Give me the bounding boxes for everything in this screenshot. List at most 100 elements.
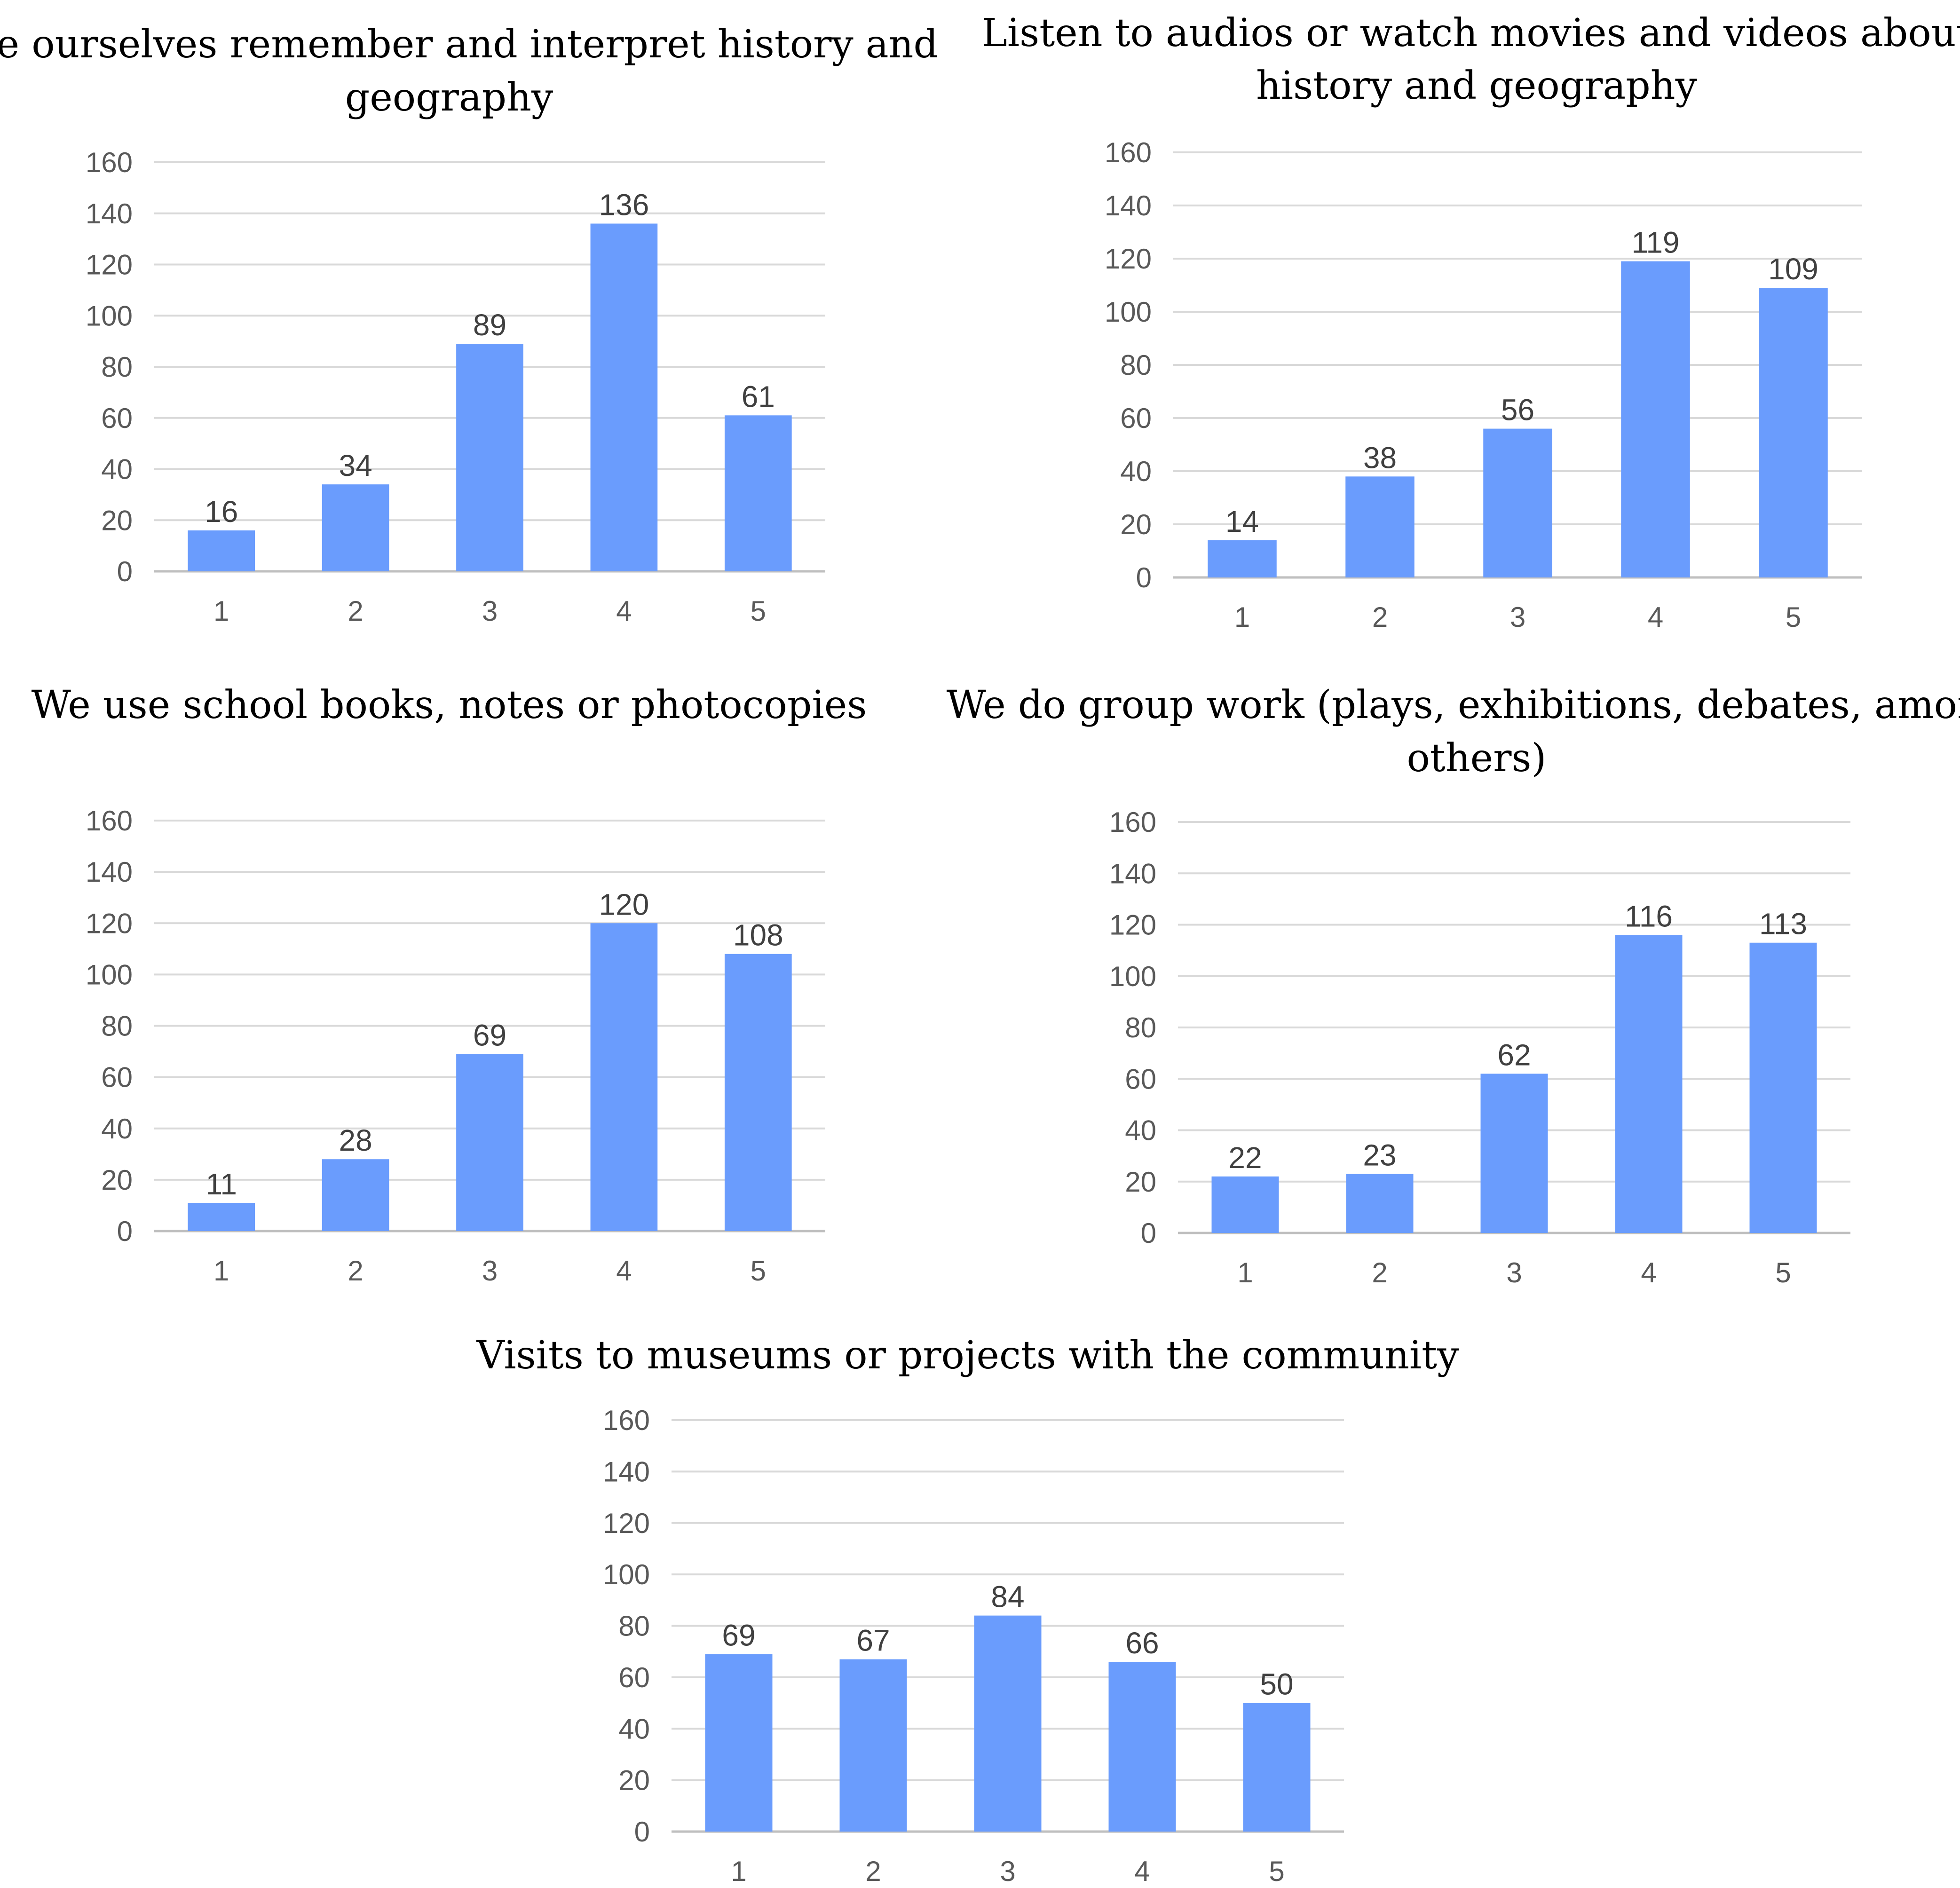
y-tick-label: 40 [618,1713,650,1745]
bar-4 [1621,261,1690,577]
y-tick-label: 100 [1105,296,1152,328]
chart-3: We use school books, notes or photocopie… [32,683,867,1287]
bar-3 [1483,428,1552,577]
y-tick-label: 60 [101,403,133,434]
bar-1 [705,1654,773,1832]
bar-1 [1211,1176,1279,1233]
y-tick-label: 100 [86,959,133,990]
x-tick-label-5: 5 [1775,1257,1791,1288]
data-label-5: 50 [1260,1667,1293,1701]
y-tick-label: 140 [1105,190,1152,221]
y-tick-label: 40 [101,1113,133,1145]
data-label-1: 11 [205,1167,237,1201]
y-tick-label: 160 [86,805,133,837]
y-tick-label: 80 [101,351,133,383]
x-tick-label-5: 5 [751,595,766,627]
x-tick-label-4: 4 [616,1255,632,1287]
x-tick-label-5: 5 [1269,1856,1284,1887]
data-label-1: 69 [722,1619,755,1652]
chart-4-title-line-1: We do group work (plays, exhibitions, de… [947,683,1960,727]
y-tick-label: 100 [86,300,133,332]
data-label-1: 16 [205,495,238,529]
chart-2-title-line-2: history and geography [1256,63,1698,108]
data-label-4: 119 [1631,226,1679,260]
bar-4 [1108,1662,1176,1832]
bar-5 [1749,942,1817,1233]
bar-2 [1346,1174,1414,1233]
y-tick-label: 20 [618,1765,650,1796]
data-label-1: 14 [1225,505,1259,538]
x-tick-label-1: 1 [213,1255,229,1287]
bar-1 [188,1202,255,1231]
bar-1 [188,530,255,571]
y-tick-label: 40 [101,454,133,485]
y-tick-label: 100 [1109,961,1156,992]
y-tick-label: 140 [86,856,133,888]
y-tick-label: 60 [618,1662,650,1693]
bar-5 [1243,1703,1311,1832]
data-label-5: 109 [1768,252,1818,286]
bar-2 [839,1659,907,1832]
x-tick-label-2: 2 [1372,1257,1387,1288]
bar-3 [974,1615,1042,1832]
y-tick-label: 0 [1141,1217,1156,1249]
data-label-2: 38 [1363,441,1397,474]
y-tick-label: 60 [101,1062,133,1093]
chart-1-title-line-2: geography [345,75,553,120]
y-tick-label: 20 [1120,509,1152,540]
data-label-3: 69 [473,1019,506,1052]
x-tick-label-4: 4 [1648,601,1663,633]
bar-5 [724,415,792,571]
chart-5: Visits to museums or projects with the c… [476,1333,1460,1887]
x-tick-label-2: 2 [1372,601,1388,633]
bar-1 [1208,540,1277,577]
y-tick-label: 120 [1105,243,1152,275]
data-label-5: 113 [1759,907,1807,941]
y-tick-label: 100 [603,1559,650,1590]
y-tick-label: 20 [101,505,133,536]
data-label-3: 56 [1501,393,1534,427]
data-label-4: 120 [599,887,649,921]
x-tick-label-2: 2 [348,595,363,627]
y-tick-label: 40 [1125,1115,1156,1146]
y-tick-label: 0 [634,1816,650,1848]
chart-4: We do group work (plays, exhibitions, de… [947,683,1960,1288]
data-label-2: 67 [856,1624,890,1658]
bar-2 [322,484,389,571]
chart-2-title-line-1: Listen to audios or watch movies and vid… [981,11,1960,55]
x-tick-label-4: 4 [1134,1856,1150,1887]
chart-4-title-line-2: others) [1407,736,1547,781]
x-tick-label-4: 4 [616,595,632,627]
bar-5 [1759,288,1828,577]
y-tick-label: 60 [1120,403,1152,434]
x-tick-label-3: 3 [1000,1856,1015,1887]
y-tick-label: 0 [1136,562,1152,593]
data-label-2: 28 [339,1123,372,1157]
y-tick-label: 140 [603,1456,650,1487]
data-label-4: 116 [1625,899,1673,933]
bar-3 [456,1054,523,1231]
x-tick-label-3: 3 [482,595,498,627]
y-tick-label: 160 [1109,806,1156,838]
data-label-2: 23 [1363,1138,1396,1172]
y-tick-label: 140 [1109,858,1156,889]
y-tick-label: 120 [86,908,133,939]
y-tick-label: 20 [1125,1166,1156,1198]
x-tick-label-3: 3 [482,1255,498,1287]
data-label-4: 136 [599,188,649,222]
y-tick-label: 80 [618,1611,650,1642]
chart-5-title-line-1: Visits to museums or projects with the c… [476,1333,1460,1378]
y-tick-label: 0 [117,556,133,587]
bar-2 [322,1159,389,1231]
y-tick-label: 120 [86,249,133,281]
data-label-5: 108 [733,918,783,952]
data-label-3: 62 [1497,1038,1531,1072]
bar-3 [456,344,523,571]
y-tick-label: 80 [1125,1012,1156,1043]
x-tick-label-1: 1 [731,1856,746,1887]
chart-2: Listen to audios or watch movies and vid… [981,11,1960,633]
x-tick-label-3: 3 [1510,601,1525,633]
y-tick-label: 20 [101,1164,133,1196]
bar-4 [590,923,658,1231]
y-tick-label: 80 [1120,349,1152,381]
